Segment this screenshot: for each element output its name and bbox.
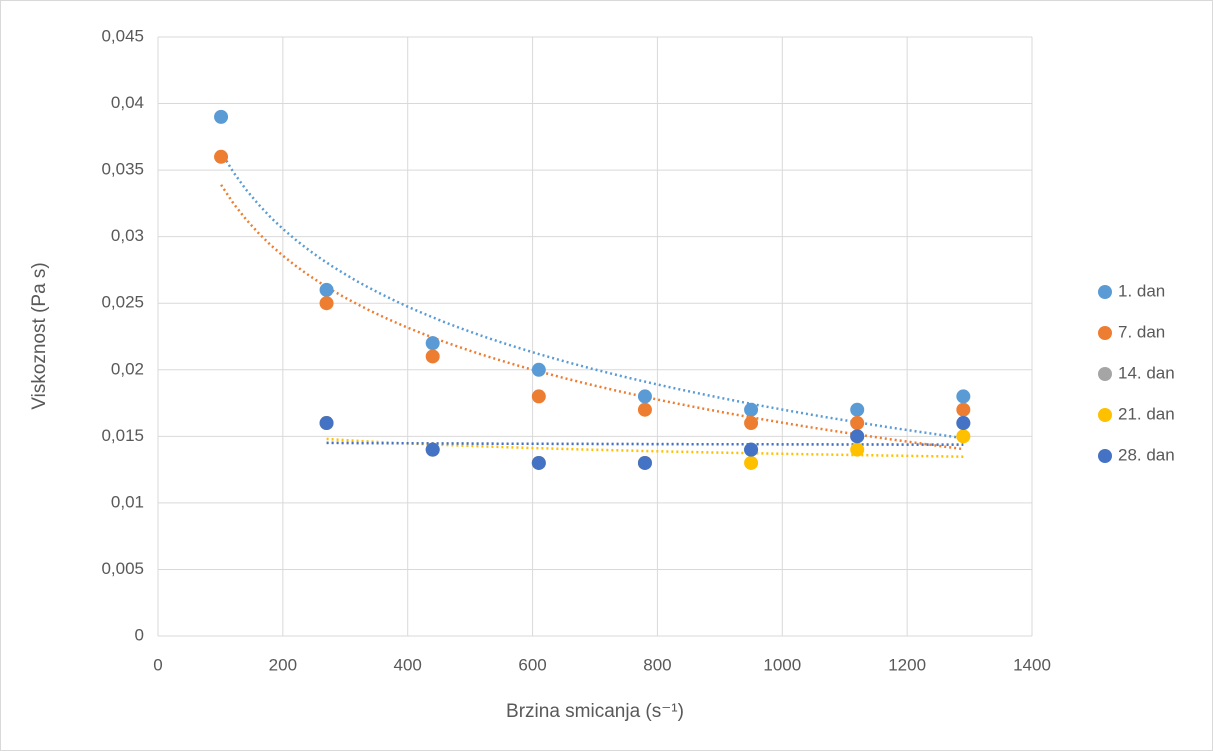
point — [850, 416, 865, 431]
y-tick-label: 0,04 — [111, 93, 144, 112]
legend-marker — [1098, 367, 1112, 381]
legend-marker — [1098, 285, 1112, 299]
legend-marker — [1098, 326, 1112, 340]
trendline — [220, 151, 964, 440]
point — [744, 442, 759, 457]
point — [319, 416, 334, 431]
y-tick-label: 0,025 — [101, 293, 144, 312]
point — [744, 402, 759, 417]
point — [319, 296, 334, 311]
legend-label: 14. dan — [1118, 363, 1175, 382]
x-tick-label: 1400 — [1013, 655, 1051, 674]
y-tick-label: 0 — [135, 625, 144, 644]
point — [850, 429, 865, 444]
x-tick-label: 0 — [153, 655, 162, 674]
legend-label: 21. dan — [1118, 404, 1175, 423]
x-tick-label: 1000 — [763, 655, 801, 674]
legend-marker — [1098, 408, 1112, 422]
point — [531, 389, 546, 404]
point — [850, 442, 865, 457]
point — [956, 429, 971, 444]
x-tick-label: 1200 — [888, 655, 926, 674]
y-tick-label: 0,03 — [111, 226, 144, 245]
x-tick-label: 200 — [269, 655, 297, 674]
y-tick-label: 0,005 — [101, 559, 144, 578]
x-axis-label: Brzina smicanja (s⁻¹) — [506, 701, 684, 722]
point — [850, 402, 865, 417]
y-tick-label: 0,01 — [111, 492, 144, 511]
x-tick-label: 400 — [394, 655, 422, 674]
x-tick-label: 600 — [518, 655, 546, 674]
point — [425, 336, 440, 351]
point — [637, 455, 652, 470]
point — [637, 402, 652, 417]
point — [214, 109, 229, 124]
y-tick-label: 0,045 — [101, 26, 144, 45]
point — [425, 442, 440, 457]
point — [531, 455, 546, 470]
x-tick-label: 800 — [643, 655, 671, 674]
point — [637, 389, 652, 404]
y-axis-label: Viskoznost (Pa s) — [29, 262, 50, 409]
point — [425, 349, 440, 364]
legend-label: 1. dan — [1118, 281, 1165, 300]
point — [531, 362, 546, 377]
legend-label: 28. dan — [1118, 445, 1175, 464]
point — [214, 149, 229, 164]
legend-marker — [1098, 449, 1112, 463]
y-tick-label: 0,015 — [101, 426, 144, 445]
point — [744, 416, 759, 431]
legend-label: 7. dan — [1118, 322, 1165, 341]
y-tick-label: 0,02 — [111, 359, 144, 378]
y-tick-label: 0,035 — [101, 160, 144, 179]
point — [956, 402, 971, 417]
point — [744, 455, 759, 470]
point — [956, 416, 971, 431]
point — [319, 282, 334, 297]
point — [956, 389, 971, 404]
